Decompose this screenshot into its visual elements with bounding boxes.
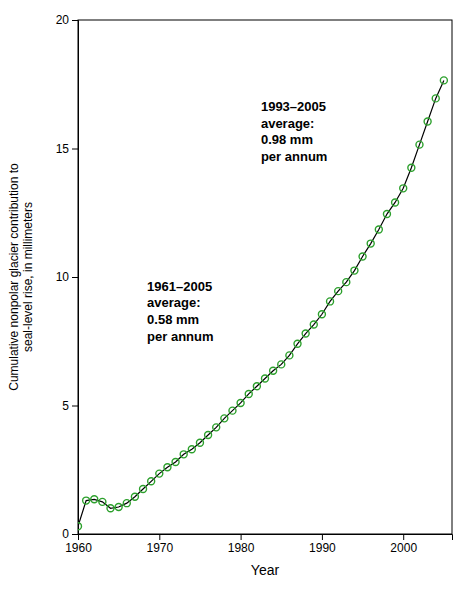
x-tick-label: 1990 [309, 541, 336, 555]
x-axis-label: Year [251, 562, 280, 578]
data-point [440, 77, 447, 84]
data-point [213, 424, 220, 431]
data-point [302, 330, 309, 337]
x-tick-line [159, 534, 160, 540]
data-point [318, 311, 325, 318]
annotation: 1961–2005average:0.58 mmper annum [147, 279, 213, 345]
chart: 1960 1970 1980 1990 2000 0 5 10 15 20 1993–2005ave… [0, 0, 474, 589]
y-axis-line [72, 21, 79, 535]
y-tick-line [72, 277, 78, 278]
y-axis-label: Cumulative nonpolar glacier contribution… [7, 163, 35, 391]
data-point [432, 95, 439, 102]
data-point [416, 141, 423, 148]
data-point [262, 375, 269, 382]
data-point [78, 523, 82, 530]
data-point [229, 407, 236, 414]
y-tick-line [72, 149, 78, 150]
data-point [310, 321, 317, 328]
x-tick-line [241, 534, 242, 540]
x-tick-label: 2000 [390, 541, 417, 555]
data-point [359, 253, 366, 260]
x-tick-label: 1980 [228, 541, 255, 555]
data-point [196, 439, 203, 446]
data-point [294, 340, 301, 347]
data-point [123, 500, 130, 507]
y-tick: 15 [56, 142, 78, 156]
data-point [278, 361, 285, 368]
data-point [148, 478, 155, 485]
data-point [164, 464, 171, 471]
x-tick-line [403, 534, 404, 540]
data-point [335, 288, 342, 295]
y-axis: 0 5 10 15 20 [56, 13, 79, 541]
data-point [221, 415, 228, 422]
x-tick: 1960 [65, 534, 92, 555]
x-tick-label: 1960 [65, 541, 92, 555]
data-point [131, 493, 138, 500]
plot-area: 1960 1970 1980 1990 2000 0 5 10 15 20 1993–2005ave… [56, 13, 453, 554]
x-axis: 1960 1970 1980 1990 2000 [65, 534, 452, 555]
data-point [375, 226, 382, 233]
y-tick: 20 [56, 13, 78, 27]
x-tick: 1990 [309, 534, 336, 555]
data-point [140, 486, 147, 493]
data-point [83, 497, 90, 504]
data-point [245, 390, 252, 397]
annotation: 1993–2005average:0.98 mmper annum [261, 99, 327, 165]
data-point [400, 185, 407, 192]
y-tick-label: 15 [56, 142, 70, 156]
y-tick-line [72, 20, 78, 21]
marks [78, 77, 447, 530]
y-tick: 10 [56, 270, 78, 284]
y-tick: 0 [62, 527, 78, 541]
annotations: 1993–2005average:0.98 mmper annum 1961–20… [147, 99, 327, 345]
data-point [107, 505, 114, 512]
data-point [180, 451, 187, 458]
data-point [408, 164, 415, 171]
data-point [253, 383, 260, 390]
data-point [115, 504, 122, 511]
y-tick-line [72, 406, 78, 407]
x-tick-line [322, 534, 323, 540]
data-point [172, 459, 179, 466]
x-axis-line [79, 535, 453, 541]
data-point [351, 267, 358, 274]
x-tick: 1980 [228, 534, 255, 555]
y-tick: 5 [62, 399, 78, 413]
y-tick-label: 20 [56, 13, 70, 27]
data-point [205, 432, 212, 439]
x-tick-label: 1970 [146, 541, 173, 555]
data-point [237, 399, 244, 406]
data-point [99, 498, 106, 505]
y-tick-line [72, 534, 78, 535]
data-point [188, 446, 195, 453]
data-point [91, 496, 98, 503]
x-tick: 2000 [390, 534, 417, 555]
y-tick-label: 10 [56, 270, 70, 284]
data-point [156, 470, 163, 477]
data-point [343, 279, 350, 286]
data-point [270, 367, 277, 374]
data-point [327, 298, 334, 305]
markers [78, 77, 447, 530]
data-point [392, 199, 399, 206]
x-tick: 1970 [146, 534, 173, 555]
data-point [286, 352, 293, 359]
data-point [367, 240, 374, 247]
y-tick-label: 0 [62, 527, 69, 541]
y-tick-label: 5 [62, 399, 69, 413]
plot-frame [78, 20, 452, 534]
data-point [383, 211, 390, 218]
data-point [424, 118, 431, 125]
data-line [78, 80, 444, 526]
